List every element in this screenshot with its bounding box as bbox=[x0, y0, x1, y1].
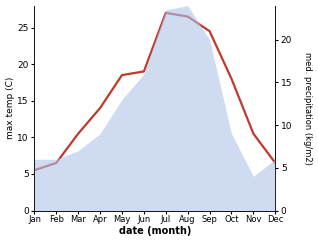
Y-axis label: max temp (C): max temp (C) bbox=[5, 77, 15, 139]
Y-axis label: med. precipitation (kg/m2): med. precipitation (kg/m2) bbox=[303, 52, 313, 165]
X-axis label: date (month): date (month) bbox=[119, 227, 191, 236]
